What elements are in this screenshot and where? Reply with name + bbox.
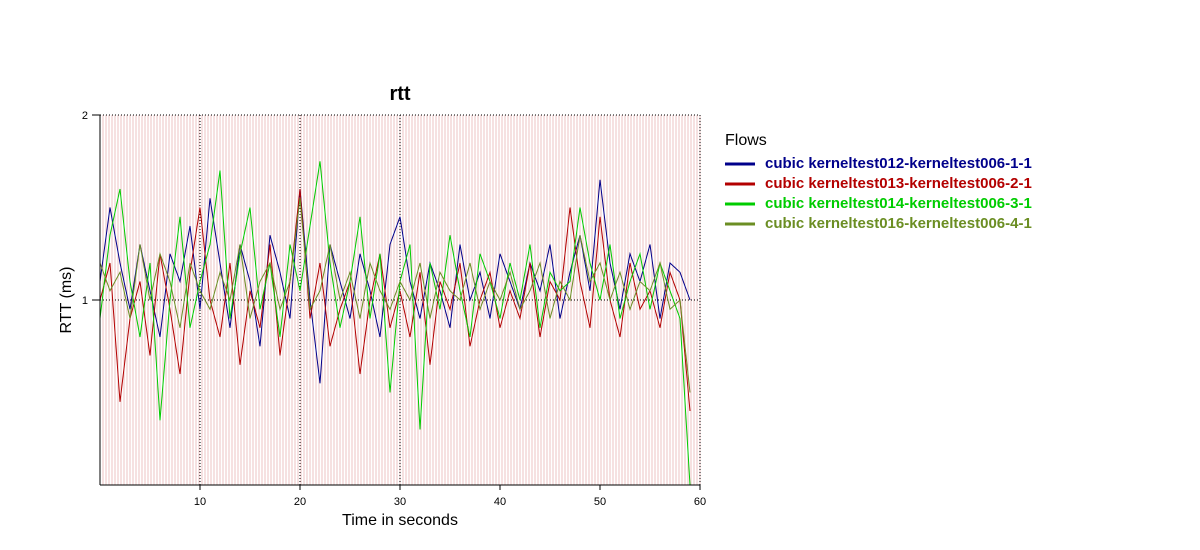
y-tick-label: 1: [82, 295, 88, 307]
series-line-3: [99, 161, 691, 486]
legend-label: cubic kerneltest013-kerneltest006-2-1: [765, 175, 1032, 192]
series-line-2: [99, 188, 691, 412]
y-axis-label: RTT (ms): [58, 267, 75, 334]
tick-labels: 10 20 30 40 50 60 1 2: [82, 110, 706, 508]
series-line-1: [99, 179, 691, 384]
legend-label: cubic kerneltest014-kerneltest006-3-1: [765, 195, 1032, 212]
chart-title: rtt: [389, 83, 410, 105]
legend-title: Flows: [725, 132, 767, 149]
y-tick-label: 2: [82, 110, 88, 122]
x-tick-label: 30: [394, 496, 406, 508]
legend-label: cubic kerneltest012-kerneltest006-1-1: [765, 155, 1032, 172]
legend: Flows cubic kerneltest012-kerneltest006-…: [725, 132, 1032, 232]
x-tick-label: 60: [694, 496, 706, 508]
x-tick-label: 40: [494, 496, 506, 508]
series-layer: [99, 161, 691, 486]
x-tick-label: 10: [194, 496, 206, 508]
x-axis-label: Time in seconds: [342, 512, 458, 529]
x-tick-label: 50: [594, 496, 606, 508]
grid-lines: [100, 115, 700, 485]
legend-label: cubic kerneltest016-kerneltest006-4-1: [765, 215, 1032, 232]
series-line-4: [99, 198, 691, 393]
x-tick-label: 20: [294, 496, 306, 508]
